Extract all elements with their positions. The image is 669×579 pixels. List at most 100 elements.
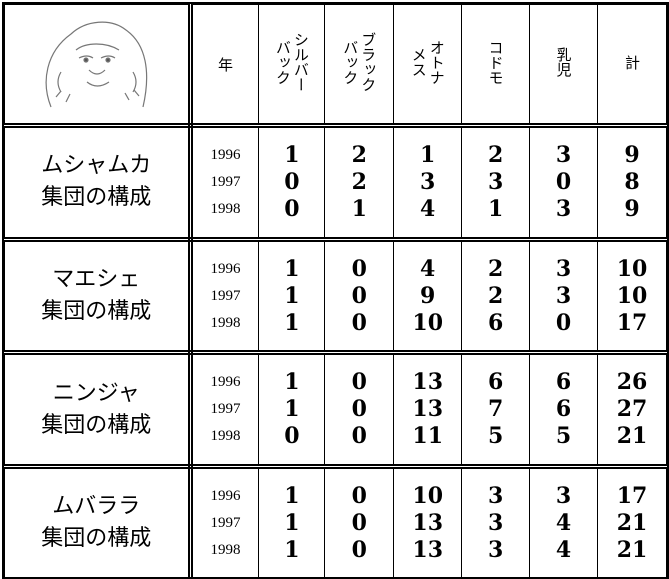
year-cell: 1996 1997 1998 — [189, 352, 260, 470]
year: 1996 — [210, 487, 241, 504]
value: 3 — [555, 255, 572, 282]
value-cell: 4 9 10 — [393, 238, 463, 356]
value: 1 — [351, 195, 367, 222]
value: 0 — [351, 396, 367, 423]
value: 21 — [616, 509, 648, 536]
value: 3 — [420, 168, 436, 195]
value-cell: 10 10 17 — [597, 238, 667, 356]
column-header: オトナ メス — [393, 4, 463, 128]
value-cell: 10 13 13 — [393, 466, 463, 577]
value: 5 — [555, 423, 572, 450]
year: 1998 — [210, 314, 241, 331]
value: 3 — [555, 482, 572, 509]
value: 0 — [284, 195, 300, 222]
header-line: バック — [273, 39, 292, 85]
value: 0 — [351, 423, 367, 450]
value: 6 — [555, 396, 572, 423]
group-name-line: 集団の構成 — [41, 185, 152, 211]
group-name-line: マエシェ — [52, 267, 141, 293]
value: 4 — [555, 536, 572, 563]
value: 2 — [351, 141, 367, 168]
gorilla-illustration — [45, 21, 148, 108]
header-line: 計 — [623, 54, 641, 70]
value: 0 — [351, 309, 367, 336]
value: 21 — [616, 536, 648, 563]
group-name-line: ニンジャ — [52, 380, 140, 406]
value: 13 — [412, 536, 444, 563]
value: 1 — [284, 482, 300, 509]
value: 4 — [420, 255, 436, 282]
value: 13 — [412, 396, 444, 423]
value: 10 — [412, 482, 444, 509]
column-header: 計 — [597, 4, 667, 128]
value: 1 — [284, 536, 300, 563]
value: 7 — [487, 396, 504, 423]
value: 6 — [555, 369, 572, 396]
value: 4 — [555, 509, 572, 536]
value: 1 — [284, 369, 300, 396]
value: 26 — [616, 369, 648, 396]
group-name: ニンジャ 集団の構成 — [4, 352, 193, 470]
value: 3 — [487, 509, 504, 536]
value: 1 — [284, 396, 300, 423]
header-line: コドモ — [486, 39, 505, 85]
value: 3 — [487, 482, 504, 509]
header-label: 年 — [217, 55, 233, 74]
value-cell: 17 21 21 — [597, 466, 667, 577]
value: 1 — [284, 141, 300, 168]
value: 10 — [616, 282, 648, 309]
value: 2 — [487, 255, 504, 282]
value: 27 — [616, 396, 648, 423]
value: 3 — [487, 536, 504, 563]
group-name: ムバララ 集団の構成 — [4, 466, 193, 577]
vertical-label: シルバー バック — [274, 32, 310, 92]
vertical-label: コドモ — [487, 40, 505, 85]
value: 2 — [351, 168, 367, 195]
value: 0 — [284, 423, 300, 450]
value: 21 — [616, 423, 648, 450]
value: 0 — [351, 482, 367, 509]
value: 9 — [624, 195, 640, 222]
value: 1 — [487, 195, 504, 222]
year: 1997 — [210, 401, 241, 418]
value: 9 — [420, 282, 436, 309]
value: 3 — [555, 195, 572, 222]
group-name: マエシェ 集団の構成 — [4, 238, 193, 356]
header-line: メス — [409, 47, 428, 77]
value: 1 — [420, 141, 436, 168]
value: 3 — [555, 282, 572, 309]
value: 0 — [351, 536, 367, 563]
group-name: ムシャムカ集団の構成 — [4, 125, 193, 242]
group-name-line: 集団の構成 — [41, 299, 152, 325]
value: 0 — [351, 255, 367, 282]
header-line: ブラック — [359, 32, 378, 92]
group-row: ムシャムカ 集団の構成 1996 1997 1998 1 0 0 2 2 1 1 3 4 2 3 1 3 0 3 9 8 9 — [4, 125, 667, 242]
population-table: 年 シルバー バック ブラック バック オトナ メス コドモ 乳児計 ムシャムカ 集団の構成 19… — [4, 4, 667, 577]
group-name-line: ムシャムカ — [41, 153, 152, 179]
value: 8 — [624, 168, 640, 195]
column-header: シルバー バック — [258, 4, 326, 128]
header-line: バック — [341, 39, 360, 85]
gorilla-cell — [4, 4, 193, 128]
year: 1998 — [210, 428, 241, 445]
value: 1 — [284, 509, 300, 536]
value: 13 — [412, 509, 444, 536]
value: 6 — [487, 309, 504, 336]
value: 0 — [351, 282, 367, 309]
vertical-label: ブラック バック — [341, 32, 377, 92]
value: 17 — [616, 482, 648, 509]
column-header: 乳児 — [529, 4, 599, 128]
value-cell: 26 27 21 — [597, 352, 667, 470]
value: 13 — [412, 369, 444, 396]
header-line: 乳児 — [554, 47, 573, 77]
